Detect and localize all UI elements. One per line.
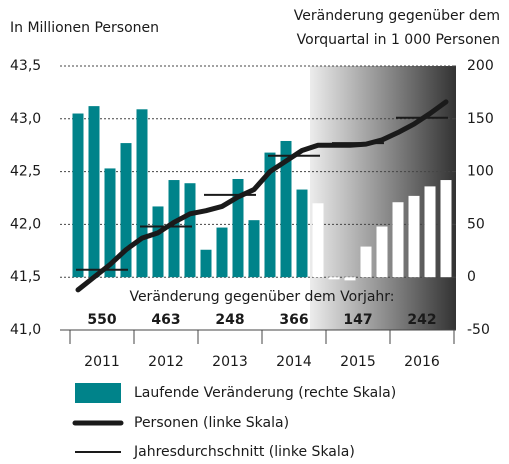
x-tick-label: 2015 [340, 354, 376, 370]
bar [328, 277, 340, 280]
bar [120, 143, 132, 278]
annual-change-value: 463 [151, 312, 180, 328]
y2-axis-label: Vorquartal in 1 000 Personen [297, 32, 500, 48]
bar [312, 203, 324, 278]
y-tick-label: 41,0 [10, 322, 41, 338]
bar [88, 106, 100, 278]
annual-change-value: 242 [407, 312, 436, 328]
y-tick-label: 42,5 [10, 164, 41, 180]
y-tick-label: 41,5 [10, 269, 41, 285]
annual-change-value: 550 [87, 312, 116, 328]
legend-label: Jahresdurchschnitt (linke Skala) [133, 444, 355, 460]
bar [200, 249, 212, 278]
bar [376, 226, 388, 278]
bar [296, 189, 308, 278]
y2-tick-label: 50 [467, 216, 485, 232]
y2-axis-label: Veränderung gegenüber dem [294, 8, 500, 24]
y-tick-label: 43,0 [10, 111, 41, 127]
bar [408, 195, 420, 278]
line [75, 99, 449, 293]
y2-tick-label: 200 [467, 58, 494, 74]
bar [344, 277, 356, 281]
annual-change-value: 147 [343, 312, 372, 328]
annual-change-title: Veränderung gegenüber dem Vorjahr: [129, 289, 394, 305]
x-tick-label: 2011 [84, 354, 120, 370]
x-tick-label: 2014 [276, 354, 312, 370]
annual-change-value: 366 [279, 312, 308, 328]
bar [136, 109, 148, 278]
bar [360, 246, 372, 278]
x-tick-label: 2013 [212, 354, 248, 370]
legend-label: Personen (linke Skala) [134, 415, 289, 431]
bar [72, 113, 84, 278]
y-tick-label: 42,0 [10, 216, 41, 232]
legend-swatch [75, 383, 121, 403]
y-axis-label: In Millionen Personen [10, 20, 159, 36]
y-tick-label: 43,5 [10, 58, 41, 74]
bar [216, 227, 228, 278]
legend-label: Laufende Veränderung (rechte Skala) [134, 385, 396, 401]
bar [152, 206, 164, 278]
bar [184, 183, 196, 278]
bar [280, 140, 292, 278]
bar [392, 202, 404, 278]
bar [104, 168, 116, 278]
y2-tick-label: 150 [467, 111, 494, 127]
y2-tick-label: 100 [467, 164, 494, 180]
bar [168, 180, 180, 278]
y2-tick-label: -50 [467, 322, 490, 338]
bar [264, 152, 276, 278]
x-tick-label: 2012 [148, 354, 184, 370]
bar [248, 220, 260, 278]
annual-change-value: 248 [215, 312, 244, 328]
x-tick-label: 2016 [404, 354, 440, 370]
bar [232, 178, 244, 278]
bar [424, 186, 436, 278]
bar [440, 180, 452, 278]
y2-tick-label: 0 [467, 269, 476, 285]
